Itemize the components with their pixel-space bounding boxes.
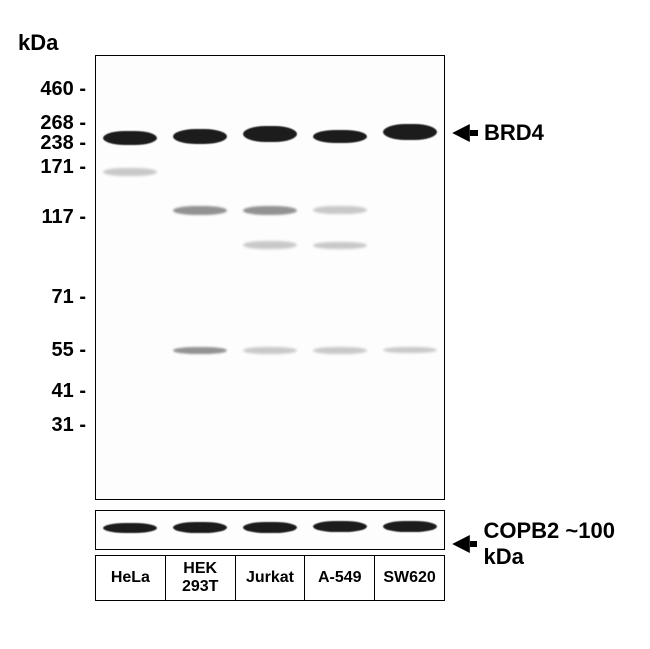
mw-tick: 460 -	[0, 78, 86, 101]
lane-label: HEK293T	[166, 556, 236, 600]
blot-band	[103, 168, 157, 176]
western-blot-figure: kDa 460 -268 -238 -171 -117 -71 -55 -41 …	[0, 0, 650, 649]
mw-tick: 117 -	[0, 206, 86, 229]
target-label-text: BRD4	[484, 120, 544, 146]
blot-band	[173, 206, 227, 215]
mw-tick: 41 -	[0, 380, 86, 403]
blot-band	[173, 522, 227, 533]
blot-band	[313, 521, 367, 532]
blot-band	[103, 131, 157, 145]
mw-tick: 31 -	[0, 414, 86, 437]
blot-band	[243, 126, 297, 142]
blot-band	[383, 521, 437, 532]
lane-labels-row: HeLaHEK293TJurkatA-549SW620	[95, 555, 445, 601]
arrow-left-icon	[452, 535, 470, 553]
blot-band	[243, 347, 297, 354]
target-label-text: COPB2 ~100 kDa	[483, 518, 650, 570]
target-label: COPB2 ~100 kDa	[450, 518, 650, 570]
target-label: BRD4	[450, 120, 544, 146]
units-label: kDa	[18, 30, 58, 56]
blot-band	[313, 347, 367, 354]
arrow-shaft	[470, 130, 478, 136]
blot-band	[383, 347, 437, 353]
mw-tick: 71 -	[0, 286, 86, 309]
arrow-left-icon	[452, 124, 470, 142]
blot-band	[243, 241, 297, 249]
mw-tick: 171 -	[0, 156, 86, 179]
blot-band	[383, 124, 437, 140]
blot-band	[313, 206, 367, 214]
lane-label: Jurkat	[236, 556, 306, 600]
blot-main	[95, 55, 445, 500]
arrow-shaft	[470, 541, 477, 547]
lane-label: HeLa	[96, 556, 166, 600]
blot-band	[173, 347, 227, 354]
mw-tick: 55 -	[0, 339, 86, 362]
blot-band	[103, 523, 157, 533]
blot-band	[243, 522, 297, 533]
blot-band	[243, 206, 297, 215]
lane-label: A-549	[305, 556, 375, 600]
lane-label: SW620	[375, 556, 444, 600]
mw-tick: 238 -	[0, 132, 86, 155]
blot-band	[313, 242, 367, 249]
blot-band	[313, 130, 367, 143]
blot-band	[173, 129, 227, 144]
